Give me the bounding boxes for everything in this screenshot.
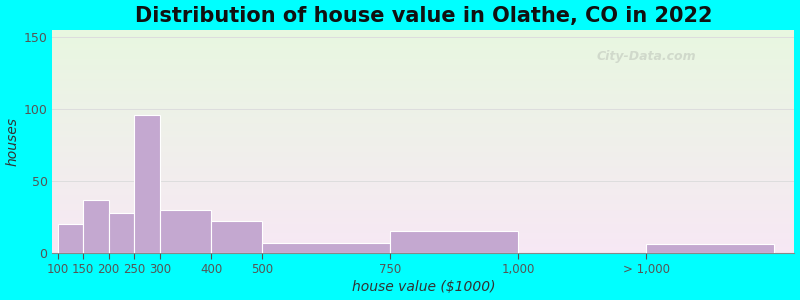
Y-axis label: houses: houses [6, 117, 19, 166]
Bar [390, 231, 518, 253]
Title: Distribution of house value in Olathe, CO in 2022: Distribution of house value in Olathe, C… [134, 6, 712, 26]
Bar [211, 221, 262, 253]
Bar [58, 224, 83, 253]
Bar [134, 115, 160, 253]
Bar [109, 213, 134, 253]
X-axis label: house value ($1000): house value ($1000) [352, 280, 495, 294]
Bar [262, 243, 390, 253]
Text: City-Data.com: City-Data.com [596, 50, 696, 63]
Bar [83, 200, 109, 253]
Bar [160, 210, 211, 253]
Bar [646, 244, 774, 253]
